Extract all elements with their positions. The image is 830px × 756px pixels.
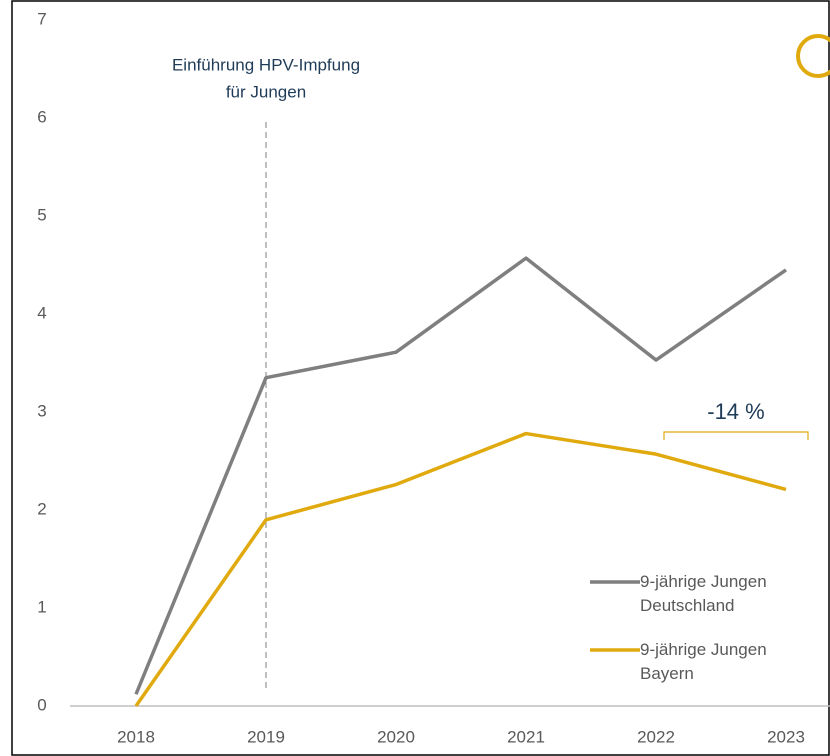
change-annotation: -14 % xyxy=(707,399,764,424)
y-tick-label: 6 xyxy=(37,107,46,126)
x-tick-label: 2022 xyxy=(637,727,675,746)
legend-label: 9-jährige Jungen Bayern xyxy=(640,640,767,683)
y-tick-label: 7 xyxy=(37,9,46,28)
marker-annotation: Einführung HPV-Impfung xyxy=(172,55,360,74)
x-tick-label: 2021 xyxy=(507,727,545,746)
y-tick-label: 2 xyxy=(37,499,46,518)
logo-ring xyxy=(796,34,830,78)
frame xyxy=(11,0,830,756)
legend-label: 9-jährige Jungen Deutschland xyxy=(640,572,767,615)
change-bracket xyxy=(663,431,809,440)
x-tick-label: 2019 xyxy=(247,727,285,746)
x-tick-label: 2020 xyxy=(377,727,415,746)
y-tick-label: 0 xyxy=(37,695,46,714)
series-line xyxy=(134,431,787,708)
x-tick-label: 2023 xyxy=(767,727,805,746)
y-tick-label: 1 xyxy=(37,597,46,616)
series-line xyxy=(134,256,787,695)
y-tick-label: 4 xyxy=(37,303,46,322)
x-tick-label: 2018 xyxy=(117,727,155,746)
y-tick-label: 3 xyxy=(37,401,46,420)
marker-annotation: für Jungen xyxy=(226,82,306,101)
y-tick-label: 5 xyxy=(37,205,46,224)
